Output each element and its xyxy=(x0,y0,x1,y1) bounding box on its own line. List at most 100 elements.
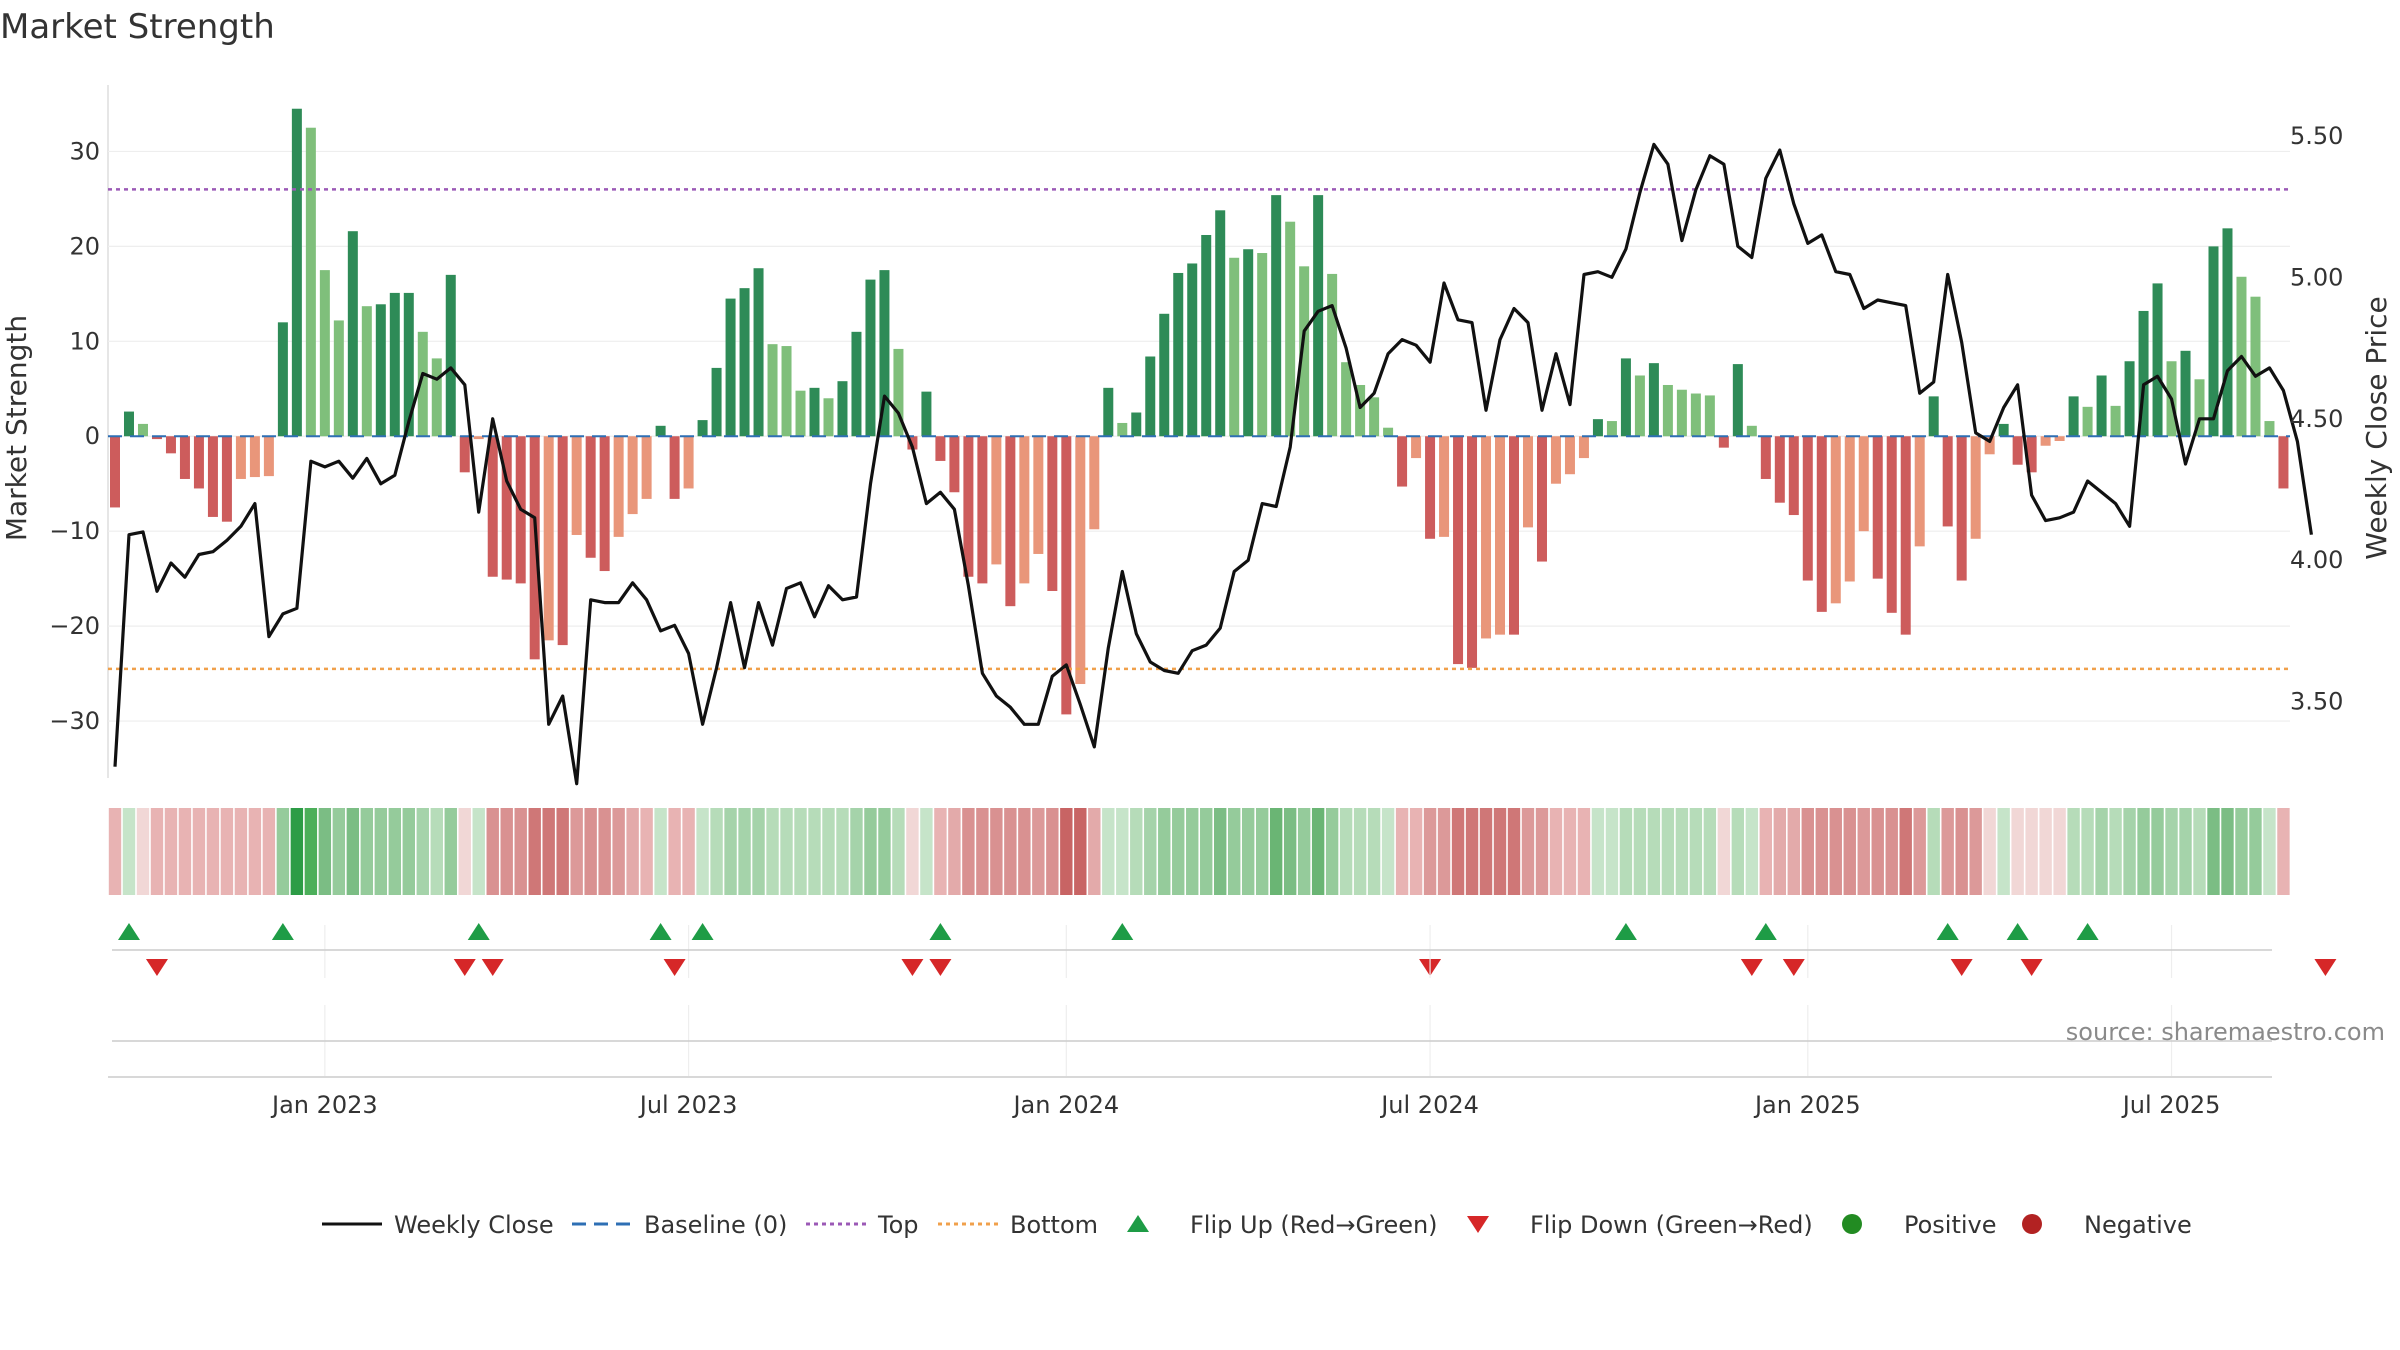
x-tick-label: Jul 2025 xyxy=(2121,1091,2221,1119)
strength-bar xyxy=(347,231,358,437)
heat-cell xyxy=(2039,808,2052,895)
strength-bar xyxy=(1606,421,1617,437)
y-tick-left-label: 20 xyxy=(69,232,100,260)
strength-bar xyxy=(921,391,932,437)
heat-cell xyxy=(892,808,905,895)
heat-cell xyxy=(1269,808,1283,895)
strength-bar xyxy=(277,322,288,437)
heat-cell xyxy=(1969,808,1982,895)
heat-cell xyxy=(2025,808,2038,895)
legend-label: Weekly Close xyxy=(394,1211,554,1239)
heat-cell xyxy=(1241,808,1255,895)
heat-cell xyxy=(1927,808,1940,895)
heat-cell xyxy=(696,808,709,895)
strength-bar xyxy=(1984,436,1995,455)
flip-down-marker xyxy=(901,959,924,976)
flip-down-marker xyxy=(929,959,952,976)
strength-bar xyxy=(1956,436,1967,581)
heat-cell xyxy=(584,808,597,895)
heat-cell xyxy=(1283,808,1297,895)
y-axis-left-ticks: 30 20 10 0 −10 −20 −30 xyxy=(49,137,100,735)
legend-label: Negative xyxy=(2084,1211,2192,1239)
strength-bar xyxy=(655,425,666,437)
weekly-close-line xyxy=(113,142,2313,786)
heat-cell xyxy=(248,808,262,895)
flip-up-marker xyxy=(2076,923,2099,940)
strength-bar xyxy=(1774,436,1785,503)
heat-cell xyxy=(822,808,835,895)
heat-cell xyxy=(514,808,527,895)
strength-bar xyxy=(1019,436,1030,584)
strength-bar xyxy=(977,436,988,584)
heat-cell xyxy=(808,808,821,895)
flip-up-marker xyxy=(691,923,714,940)
heat-cell xyxy=(1032,808,1045,895)
heat-cell xyxy=(1451,808,1465,895)
strength-bar xyxy=(1383,427,1394,437)
strength-bar xyxy=(963,436,974,577)
heat-cell xyxy=(528,808,541,895)
heat-cell xyxy=(1046,808,1059,895)
heat-cell xyxy=(416,808,429,895)
heat-cell xyxy=(388,808,401,895)
strength-bar xyxy=(935,436,946,461)
heat-cell xyxy=(374,808,388,895)
strength-bar xyxy=(361,306,372,437)
strength-bar xyxy=(1830,436,1841,604)
heat-cell xyxy=(178,808,192,895)
strength-bar xyxy=(781,346,792,437)
strength-bar xyxy=(823,398,834,437)
heat-cell xyxy=(1647,808,1661,895)
y-tick-right-label: 5.00 xyxy=(2290,263,2343,291)
strength-bar xyxy=(1131,412,1142,437)
y-tick-left-label: 30 xyxy=(69,137,100,165)
y-axis-right-ticks: 5.50 5.00 4.50 4.00 3.50 xyxy=(2290,122,2343,716)
heat-cell xyxy=(710,808,723,895)
strength-bar xyxy=(1145,356,1156,437)
heat-cell xyxy=(1367,808,1381,895)
heat-cell xyxy=(1941,808,1954,895)
heat-cell xyxy=(2235,808,2248,895)
strength-bar xyxy=(1914,436,1925,547)
strength-bar xyxy=(1411,436,1422,459)
heat-cell xyxy=(1311,808,1325,895)
heat-cell xyxy=(2221,808,2234,895)
heat-cell xyxy=(1423,808,1437,895)
flip-up-marker xyxy=(1936,923,1959,940)
heat-cell xyxy=(2109,808,2122,895)
heat-cell xyxy=(2179,808,2192,895)
strength-bar xyxy=(753,268,764,437)
strength-bar xyxy=(2180,350,2191,437)
heat-cell xyxy=(234,808,248,895)
heat-cell xyxy=(276,808,290,895)
strength-bar xyxy=(1215,210,1226,437)
heat-cell xyxy=(2263,808,2276,895)
heat-cell xyxy=(948,808,961,895)
heat-cell xyxy=(878,808,891,895)
strength-bar xyxy=(2208,246,2219,437)
y-tick-right-label: 4.00 xyxy=(2290,546,2343,574)
heat-cell xyxy=(640,808,653,895)
heat-cell xyxy=(556,808,569,895)
heat-cell xyxy=(164,808,178,895)
strength-bar xyxy=(1788,436,1799,516)
strength-bar xyxy=(1620,358,1631,437)
heat-cell xyxy=(1353,808,1367,895)
heat-cell xyxy=(836,808,849,895)
heat-cell xyxy=(1787,808,1800,895)
heat-cell xyxy=(1214,808,1227,895)
y-axis-right-label: Weekly Close Price xyxy=(2360,296,2393,559)
y-tick-left-label: 10 xyxy=(69,327,100,355)
heat-cell xyxy=(1186,808,1199,895)
heat-cell xyxy=(486,808,499,895)
heat-cell xyxy=(1395,808,1409,895)
strength-bar xyxy=(1550,436,1561,484)
heat-cell xyxy=(122,808,136,895)
heat-cell xyxy=(360,808,374,895)
heat-cell xyxy=(1605,808,1619,895)
strength-bar xyxy=(1648,363,1659,437)
heat-cell xyxy=(2165,808,2178,895)
strength-bar xyxy=(1578,436,1589,459)
heat-cell xyxy=(206,808,220,895)
strength-bar xyxy=(2068,396,2079,437)
